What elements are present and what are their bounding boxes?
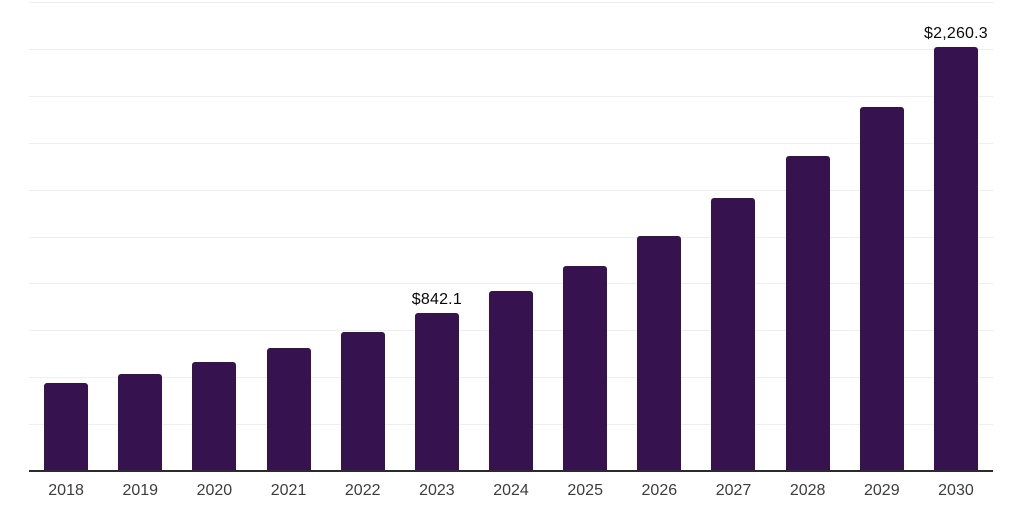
gridline	[29, 283, 993, 285]
bar-2021	[266, 348, 311, 471]
bar-slot-2030: $2,260.3	[919, 2, 993, 471]
gridline	[29, 2, 993, 3]
x-tick-label-2022: 2022	[344, 482, 381, 499]
value-label-2023: $842.1	[411, 291, 462, 309]
bar-slot-2027	[696, 2, 770, 471]
x-tick-label-2018: 2018	[48, 482, 84, 499]
x-tick-label-2029: 2029	[864, 482, 900, 499]
x-tick-label-2025: 2025	[567, 482, 603, 499]
bar-slot-2029	[845, 2, 919, 471]
gridline	[29, 142, 993, 144]
x-tick-label-2019: 2019	[122, 482, 159, 499]
bar-2029	[859, 107, 904, 471]
bar-slot-2023: $842.1	[400, 2, 474, 471]
plot-area: $842.1 $2,260.3	[29, 2, 993, 472]
gridline	[29, 189, 993, 191]
bar-2018	[44, 383, 89, 471]
bar-2020	[192, 361, 237, 471]
bar-2019	[118, 373, 163, 471]
x-tick-label-2030: 2030	[938, 482, 974, 499]
bar-2025	[563, 266, 608, 471]
x-tick-label-2027: 2027	[715, 482, 752, 499]
x-tick-label-2028: 2028	[789, 482, 826, 499]
bar-slot-2024	[474, 2, 548, 471]
bar-slot-2020	[177, 2, 251, 471]
x-tick-label-2020: 2020	[196, 482, 233, 499]
x-tick-label-2026: 2026	[641, 482, 678, 499]
gridline	[29, 236, 993, 238]
bar-slot-2026	[622, 2, 696, 471]
bar-slot-2022	[326, 2, 400, 471]
bar-2030: $2,260.3	[924, 25, 988, 471]
bar-slot-2021	[251, 2, 325, 471]
bar-2023: $842.1	[412, 291, 462, 471]
bar-2028	[785, 156, 830, 471]
x-tick-label-2023: 2023	[419, 482, 455, 499]
value-label-2030: $2,260.3	[924, 24, 988, 42]
bar-slot-2018	[29, 2, 103, 471]
x-axis-labels: 2018 2019 2020 2021 2022 2023 2024 2025 2026 2027…	[29, 481, 993, 501]
bar-2027	[711, 197, 756, 471]
bar-2024	[489, 291, 534, 471]
bar-slot-2019	[103, 2, 177, 471]
x-axis-line	[29, 470, 993, 472]
bar-2022	[340, 332, 385, 471]
bar-slot-2028	[771, 2, 845, 471]
bar-slot-2025	[548, 2, 622, 471]
x-tick-label-2021: 2021	[270, 482, 307, 499]
x-tick-label-2024: 2024	[493, 482, 529, 499]
bar-2026	[637, 235, 682, 471]
gridline	[29, 48, 993, 50]
gridline	[29, 95, 993, 97]
bars: $842.1 $2,260.3	[29, 2, 993, 471]
